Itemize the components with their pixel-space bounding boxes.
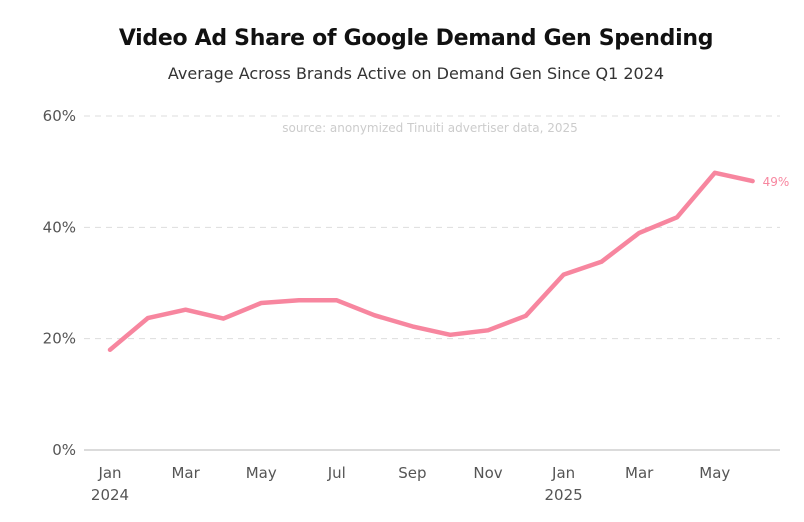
x-tick-label: Sep: [398, 464, 426, 482]
series-group: 49%: [107, 170, 790, 353]
series-line: [107, 170, 755, 353]
x-tick-year-label: 2024: [91, 486, 129, 504]
y-tick-label: 0%: [52, 441, 76, 459]
chart-title: Video Ad Share of Google Demand Gen Spen…: [118, 26, 714, 51]
x-tick-label: Mar: [625, 464, 654, 482]
chart-subtitle: Average Across Brands Active on Demand G…: [167, 64, 665, 83]
y-tick-label: 40%: [43, 218, 76, 236]
grid-lines: [84, 115, 780, 451]
end-value-label: 49%: [763, 175, 790, 189]
y-axis-ticks: 0% 20% 40% 60%: [43, 107, 76, 459]
x-tick-label: Jan: [551, 464, 575, 482]
y-tick-label: 20%: [43, 330, 76, 348]
x-axis-ticks: Jan 2024 Mar May Jul Sep Nov Jan 2025 Mar May: [91, 464, 731, 504]
y-tick-label: 60%: [43, 107, 76, 125]
x-tick-label: Jan: [97, 464, 121, 482]
x-tick-label: May: [246, 464, 277, 482]
source-note: source: anonymized Tinuiti advertiser da…: [282, 121, 578, 135]
x-tick-label: May: [699, 464, 730, 482]
x-tick-label: Jul: [327, 464, 346, 482]
x-tick-year-label: 2025: [545, 486, 583, 504]
x-tick-label: Nov: [473, 464, 502, 482]
x-tick-label: Mar: [171, 464, 200, 482]
